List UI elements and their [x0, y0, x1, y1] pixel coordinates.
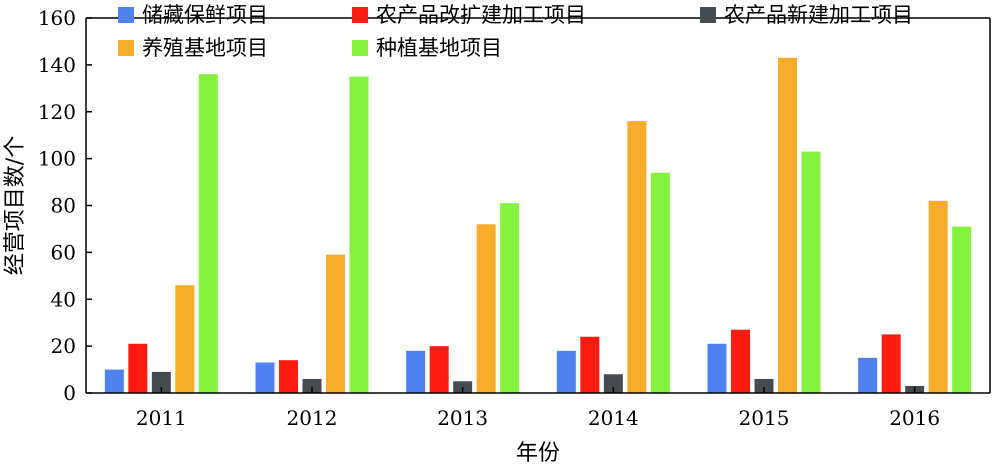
- bar-2012-series-1: [255, 362, 275, 393]
- bar-2016-series-4: [928, 200, 948, 393]
- bar-2015-series-3: [754, 378, 774, 393]
- bar-2012-series-4: [326, 254, 345, 393]
- bar-2011-series-4: [175, 285, 195, 393]
- x-tick-label: 2012: [287, 406, 338, 430]
- x-tick-label: 2011: [136, 406, 187, 430]
- legend-label: 农产品改扩建加工项目: [376, 3, 586, 27]
- y-tick-label: 0: [63, 381, 76, 405]
- legend-label: 种植基地项目: [376, 36, 502, 60]
- bar-2015-series-1: [707, 343, 727, 393]
- y-tick-label: 100: [38, 147, 76, 171]
- bar-2012-series-5: [349, 76, 369, 393]
- bar-2016-series-2: [881, 334, 901, 393]
- y-tick-label: 80: [51, 194, 76, 218]
- x-tick-label: 2015: [739, 406, 790, 430]
- bar-2016-series-1: [858, 357, 878, 393]
- legend-swatch: [700, 7, 716, 23]
- bar-2015-series-2: [731, 329, 750, 393]
- y-tick-label: 60: [51, 240, 76, 264]
- axes: 0 20 40 60 80 100 120 140 160 2011 2012 2013 2014 201…: [38, 6, 991, 430]
- bar-2014-series-3: [603, 374, 623, 393]
- bar-2013-series-5: [500, 203, 520, 393]
- bar-2014-series-5: [650, 172, 670, 393]
- bar-2015-series-4: [778, 57, 797, 393]
- legend-label: 储藏保鲜项目: [142, 3, 268, 27]
- bar-2014-series-2: [580, 336, 600, 393]
- x-tick-label: 2013: [437, 406, 488, 430]
- bar-2013-series-1: [406, 350, 426, 393]
- bar-2011-series-1: [104, 369, 124, 393]
- bar-2012-series-3: [302, 378, 322, 393]
- bar-2011-series-2: [128, 343, 148, 393]
- legend-swatch: [352, 40, 368, 56]
- bars: [104, 57, 972, 393]
- bar-2015-series-5: [801, 151, 821, 393]
- y-axis-label: 经营项目数/个: [3, 136, 28, 275]
- bar-2014-series-4: [627, 121, 647, 393]
- bar-2014-series-1: [556, 350, 576, 393]
- y-tick-label: 140: [38, 53, 76, 77]
- legend-swatch: [118, 7, 134, 23]
- x-axis-label: 年份: [516, 441, 560, 466]
- bar-2013-series-2: [429, 346, 449, 393]
- bar-2013-series-4: [476, 224, 496, 393]
- legend-swatch: [352, 7, 368, 23]
- y-tick-label: 20: [51, 334, 76, 358]
- bar-2011-series-5: [198, 74, 218, 393]
- x-tick-label: 2016: [889, 406, 940, 430]
- bar-2012-series-2: [279, 360, 298, 393]
- y-tick-label: 120: [38, 100, 76, 124]
- x-tick-label: 2014: [588, 406, 639, 430]
- bar-2016-series-5: [952, 226, 972, 393]
- legend-swatch: [118, 40, 134, 56]
- y-tick-label: 160: [38, 6, 76, 30]
- legend-label: 养殖基地项目: [142, 36, 268, 60]
- y-tick-label: 40: [51, 287, 76, 311]
- bar-2011-series-3: [151, 371, 171, 393]
- legend-label: 农产品新建加工项目: [724, 3, 913, 27]
